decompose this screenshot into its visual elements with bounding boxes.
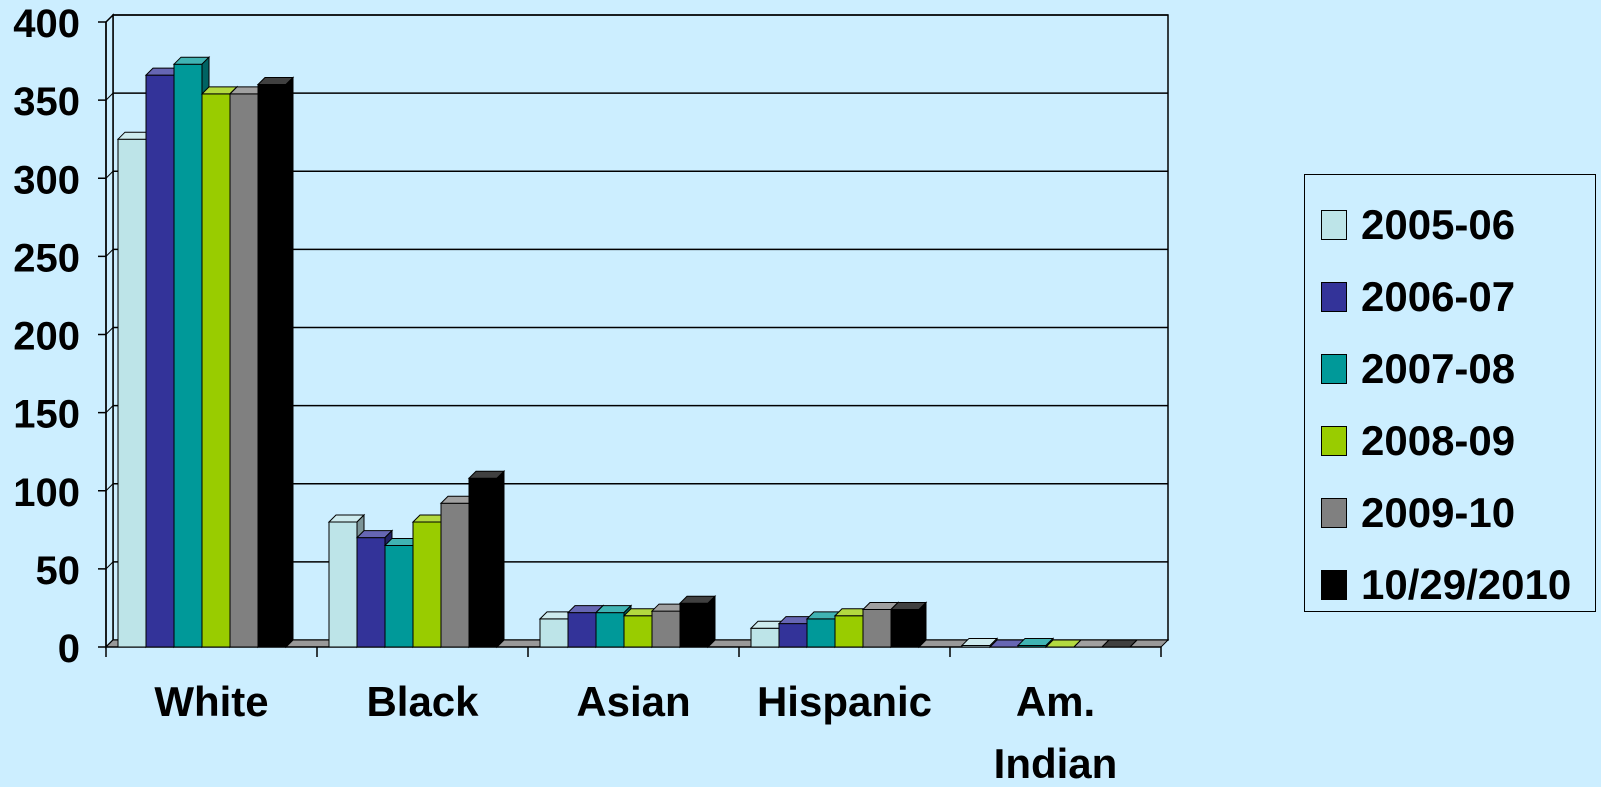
y-tick-label: 250	[13, 236, 80, 280]
gridline-side	[105, 405, 114, 413]
gridline-side	[105, 14, 114, 23]
gridline-side	[105, 92, 114, 101]
bar	[384, 544, 414, 648]
bar	[173, 63, 203, 648]
x-tick-label: Hispanic	[757, 678, 932, 725]
legend-item: 2007-08	[1321, 333, 1595, 405]
bar	[679, 602, 709, 648]
legend-label: 2006-07	[1361, 273, 1516, 320]
gridline-side	[105, 249, 114, 257]
legend-item: 2005-06	[1321, 189, 1595, 261]
legend-item: 2006-07	[1321, 261, 1595, 333]
legend-swatch	[1321, 282, 1347, 312]
legend-swatch	[1321, 210, 1347, 240]
bar	[539, 618, 569, 648]
bar	[229, 93, 259, 648]
bar	[778, 623, 808, 648]
bar	[440, 502, 470, 648]
legend-swatch	[1321, 354, 1347, 384]
bar	[567, 612, 597, 648]
bar	[201, 93, 231, 648]
legend-swatch	[1321, 570, 1347, 600]
bar	[750, 627, 780, 648]
legend-item: 2009-10	[1321, 477, 1595, 549]
bar-side	[1129, 639, 1138, 648]
bar	[651, 610, 681, 648]
bar	[806, 618, 836, 648]
y-tick-label: 100	[13, 471, 80, 515]
y-tick-label: 50	[36, 549, 81, 593]
legend-label: 2009-10	[1361, 489, 1516, 536]
gridline-side	[105, 561, 114, 570]
bar	[862, 609, 892, 648]
bar	[468, 477, 498, 648]
legend-label: 2005-06	[1361, 201, 1516, 248]
gridline-side	[105, 483, 114, 492]
legend-swatch	[1321, 498, 1347, 528]
legend: 2005-06 2006-07 2007-08 2008-09 2009-10 10/29…	[1304, 174, 1596, 612]
legend-item: 10/29/2010	[1321, 549, 1595, 621]
legend-label: 2008-09	[1361, 417, 1516, 464]
bar	[623, 615, 653, 648]
gridline-side	[105, 170, 114, 179]
bar-side	[285, 76, 294, 649]
y-tick-label: 200	[13, 315, 80, 359]
x-tick-label: Black	[366, 678, 479, 725]
legend-item: 2008-09	[1321, 405, 1595, 477]
bar	[257, 84, 287, 648]
y-tick-label: 300	[13, 158, 80, 202]
legend-label: 2007-08	[1361, 345, 1516, 392]
bar-side	[496, 470, 505, 649]
bar	[890, 609, 920, 648]
y-tick-label: 150	[13, 393, 80, 437]
x-tick-label: Asian	[576, 678, 690, 725]
x-tick-label: Am. Indian	[994, 678, 1118, 787]
gridline-side	[105, 327, 114, 335]
bar	[117, 138, 147, 648]
bar	[328, 521, 358, 648]
bar	[595, 612, 625, 648]
legend-label: 10/29/2010	[1361, 561, 1572, 608]
bar	[834, 615, 864, 648]
bar	[412, 521, 442, 648]
bar-side	[707, 595, 716, 649]
bar	[145, 74, 175, 648]
x-tick-label: White	[154, 678, 268, 725]
legend-swatch	[1321, 426, 1347, 456]
bar	[356, 537, 386, 648]
y-tick-label: 350	[13, 80, 80, 124]
y-tick-label: 0	[58, 627, 80, 671]
y-tick-label: 400	[13, 2, 80, 46]
bar-side	[918, 601, 927, 649]
